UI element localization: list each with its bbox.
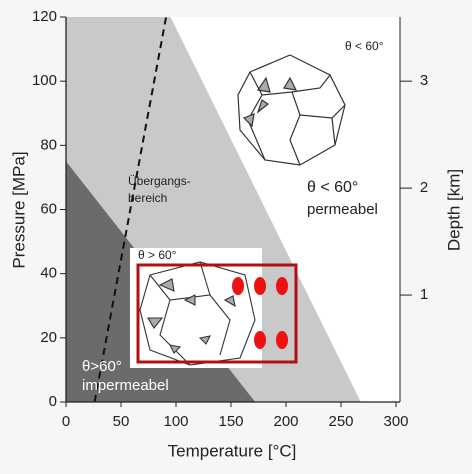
y2-axis-label: Depth [km] — [444, 169, 463, 251]
y-tick-label: 20 — [40, 329, 57, 346]
y2-tick-label: 1 — [420, 286, 428, 303]
annotation: θ > 60° — [138, 248, 177, 262]
annotation: permeabel — [307, 201, 378, 218]
y2-tick-label: 3 — [420, 72, 428, 89]
y2-tick-label: 2 — [420, 179, 428, 196]
chart: 0 50 100 150 200 250 300 0 20 40 60 80 100 120 1 2 3 Tem… — [0, 0, 472, 469]
annotation: bereich — [128, 191, 167, 205]
x-tick-label: 50 — [113, 413, 130, 430]
y-tick-label: 100 — [32, 72, 57, 89]
x-tick-label: 100 — [163, 413, 188, 430]
x-tick-label: 300 — [383, 413, 408, 430]
y-tick-label: 60 — [40, 200, 57, 217]
x-tick-label: 0 — [62, 413, 70, 430]
y-tick-label: 0 — [49, 393, 57, 410]
x-axis-label: Temperature [°C] — [168, 441, 297, 460]
annotation: θ>60° — [82, 358, 122, 375]
x-tick-label: 150 — [218, 413, 243, 430]
annotation: impermeabel — [82, 377, 169, 394]
annotation: Übergangs- — [128, 174, 191, 188]
y-tick-label: 80 — [40, 136, 57, 153]
y-tick-label: 120 — [32, 8, 57, 25]
annotation: θ < 60° — [307, 179, 358, 196]
x-tick-label: 200 — [273, 413, 298, 430]
y-tick-label: 40 — [40, 265, 57, 282]
annotation: θ < 60° — [345, 39, 384, 53]
x-tick-label: 250 — [328, 413, 353, 430]
y-axis-label: Pressure [MPa] — [9, 151, 28, 268]
